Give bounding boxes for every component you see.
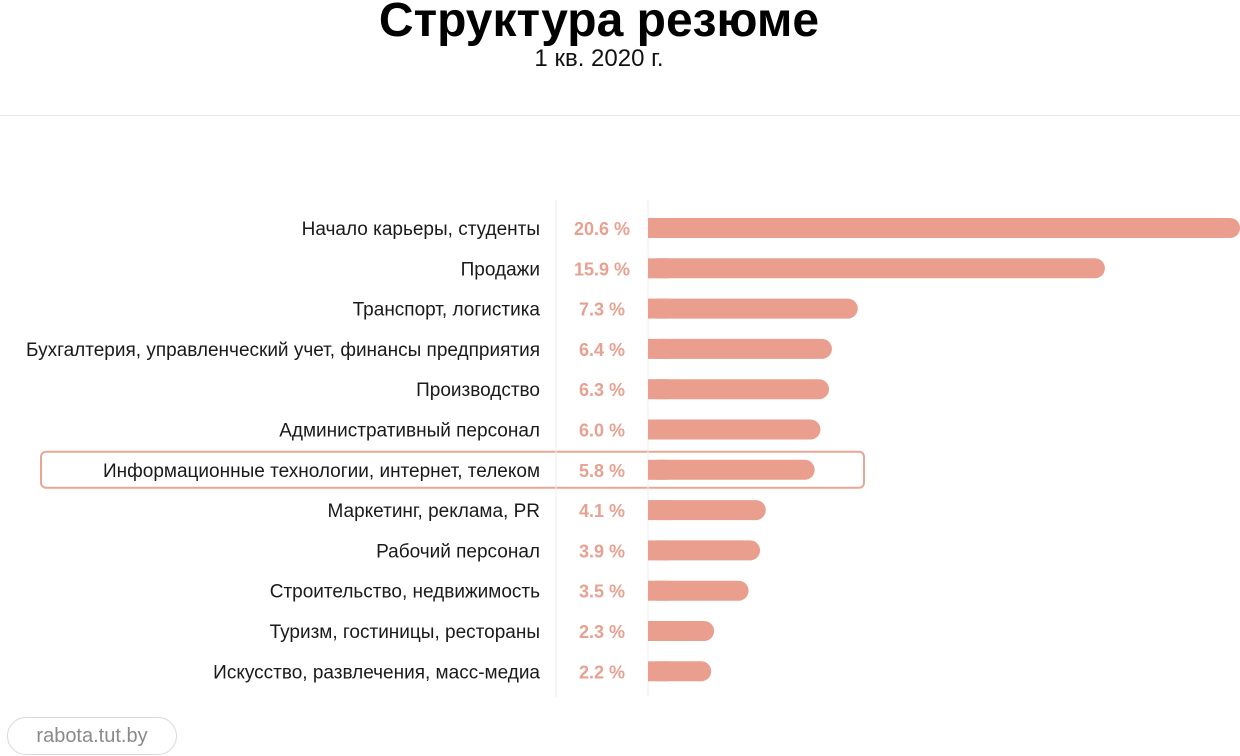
- bar: [648, 338, 832, 359]
- category-label: Продажи: [461, 259, 540, 280]
- value-label: 2.3 %: [579, 622, 625, 642]
- value-label: 2.2 %: [579, 662, 625, 682]
- category-labels: Начало карьеры, студенты Продажи Транспорт…: [26, 219, 540, 683]
- category-label: Маркетинг, реклама, PR: [327, 501, 540, 522]
- bar: [648, 419, 821, 440]
- value-labels: 20.6 % 15.9 % 7.3 % 6.4 % 6.3 % 6.0 % 5.8 % 4.1…: [574, 219, 630, 682]
- value-label: 3.5 %: [579, 582, 625, 602]
- bar-base: [648, 540, 668, 561]
- category-label: Бухгалтерия, управленческий учет, финанс…: [26, 340, 540, 361]
- bar: [648, 218, 1240, 238]
- bar-base: [648, 379, 668, 400]
- bar-base: [648, 621, 668, 641]
- bar: [648, 580, 749, 601]
- category-label: Производство: [416, 380, 540, 401]
- category-label: Административный персонал: [279, 421, 540, 442]
- bar-base: [648, 661, 668, 682]
- value-label: 4.1 %: [579, 501, 625, 521]
- category-label: Туризм, гостиницы, рестораны: [270, 622, 540, 643]
- chart-title: Структура резюме: [378, 0, 820, 47]
- bar-base: [648, 419, 668, 440]
- bar-base: [648, 580, 668, 601]
- category-label: Строительство, недвижимость: [270, 582, 540, 603]
- value-label: 20.6 %: [574, 219, 630, 239]
- bar-base: [648, 459, 668, 480]
- category-label: Рабочий персонал: [376, 541, 540, 562]
- header-divider: [0, 115, 1240, 116]
- bar: [648, 379, 830, 400]
- bar: [648, 459, 815, 480]
- value-label: 15.9 %: [574, 259, 630, 279]
- value-label: 5.8 %: [579, 461, 625, 481]
- bar: [648, 500, 766, 521]
- value-label: 6.0 %: [579, 421, 625, 441]
- chart-subtitle: 1 кв. 2020 г.: [534, 45, 664, 72]
- highlight-layer: [40, 450, 865, 489]
- category-label: Транспорт, логистика: [353, 300, 541, 321]
- value-label: 6.4 %: [579, 340, 625, 360]
- bar-base: [648, 218, 668, 238]
- bar: [648, 258, 1105, 279]
- bars-layer: [648, 218, 1240, 682]
- category-label: Начало карьеры, студенты: [302, 219, 540, 240]
- category-label: Искусство, развлечения, масс-медиа: [213, 662, 540, 683]
- bar-base: [648, 500, 668, 521]
- bar-base: [648, 258, 668, 279]
- highlight-frame: [40, 450, 865, 489]
- value-label: 7.3 %: [579, 300, 625, 320]
- category-label: Информационные технологии, интернет, тел…: [103, 461, 540, 482]
- value-label: 6.3 %: [579, 380, 625, 400]
- bar-base: [648, 338, 668, 359]
- value-label: 3.9 %: [579, 541, 625, 561]
- bar: [648, 540, 761, 561]
- source-badge: rabota.tut.by: [7, 717, 177, 755]
- bar: [648, 298, 858, 319]
- bar-base: [648, 298, 668, 319]
